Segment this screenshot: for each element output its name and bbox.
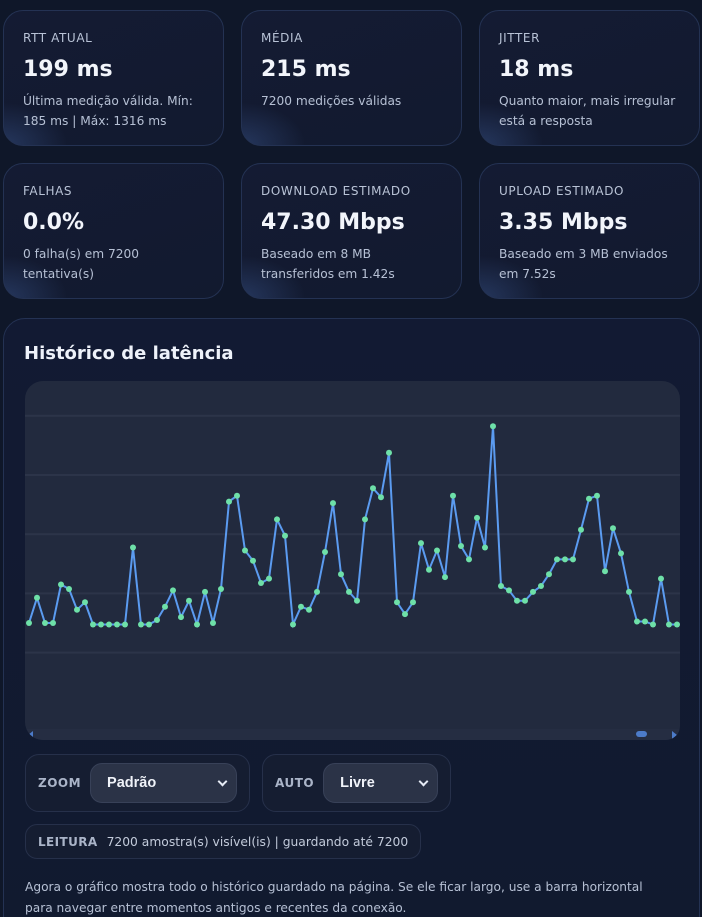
card-value: 199 ms xyxy=(23,57,113,82)
zoom-label: ZOOM xyxy=(38,776,82,790)
latency-chart[interactable] xyxy=(25,381,680,740)
stats-cards: RTT ATUAL 199 ms Última medição válida. … xyxy=(3,10,702,299)
card-value: 18 ms xyxy=(499,57,574,82)
card-label: DOWNLOAD ESTIMADO xyxy=(261,184,411,198)
card-label: FALHAS xyxy=(23,184,73,198)
card-value: 0.0% xyxy=(23,210,85,235)
auto-control: AUTO Livre xyxy=(262,754,452,812)
auto-select-value: Livre xyxy=(340,775,375,791)
latency-history-panel: Histórico de latência ZOOM Padrão AUTO L… xyxy=(3,318,700,917)
card-value: 215 ms xyxy=(261,57,351,82)
auto-label: AUTO xyxy=(275,776,315,790)
panel-title: Histórico de latência xyxy=(24,343,234,364)
scroll-left-arrow-icon[interactable] xyxy=(28,731,33,739)
card-jitter: JITTER 18 ms Quanto maior, mais irregula… xyxy=(479,10,700,146)
card-subtitle: 7200 medições válidas xyxy=(261,94,402,108)
card-value: 3.35 Mbps xyxy=(499,210,628,235)
scroll-right-arrow-icon[interactable] xyxy=(672,731,677,739)
card-label: MÉDIA xyxy=(261,31,303,45)
card-average: MÉDIA 215 ms 7200 medições válidas xyxy=(241,10,462,146)
card-failures: FALHAS 0.0% 0 falha(s) em 7200 tentativa… xyxy=(3,163,224,299)
auto-select[interactable]: Livre xyxy=(323,763,439,803)
chevron-down-icon xyxy=(218,779,226,787)
card-rtt-current: RTT ATUAL 199 ms Última medição válida. … xyxy=(3,10,224,146)
zoom-select-value: Padrão xyxy=(107,775,157,791)
chevron-down-icon xyxy=(419,779,427,787)
card-label: RTT ATUAL xyxy=(23,31,93,45)
card-download: DOWNLOAD ESTIMADO 47.30 Mbps Baseado em … xyxy=(241,163,462,299)
card-subtitle: Quanto maior, mais irregular está a resp… xyxy=(499,94,676,128)
scrollbar-thumb[interactable] xyxy=(636,731,647,737)
card-label: JITTER xyxy=(499,31,541,45)
chart-help-note: Agora o gráfico mostra todo o histórico … xyxy=(25,880,643,915)
latency-line-chart xyxy=(25,414,680,654)
reading-badge: LEITURA 7200 amostra(s) visível(is) | gu… xyxy=(25,824,422,859)
card-label: UPLOAD ESTIMADO xyxy=(499,184,625,198)
card-subtitle: 0 falha(s) em 7200 tentativa(s) xyxy=(23,247,139,281)
zoom-control: ZOOM Padrão xyxy=(25,754,251,812)
zoom-select[interactable]: Padrão xyxy=(90,763,238,803)
horizontal-scrollbar[interactable] xyxy=(25,729,680,740)
card-subtitle: Baseado em 3 MB enviados em 7.52s xyxy=(499,247,668,281)
reading-text: 7200 amostra(s) visível(is) | guardando … xyxy=(106,834,409,849)
card-value: 47.30 Mbps xyxy=(261,210,405,235)
card-upload: UPLOAD ESTIMADO 3.35 Mbps Baseado em 3 M… xyxy=(479,163,700,299)
reading-label: LEITURA xyxy=(38,834,98,849)
card-subtitle: Baseado em 8 MB transferidos em 1.42s xyxy=(261,247,395,281)
chart-controls: ZOOM Padrão AUTO Livre xyxy=(25,754,452,812)
card-subtitle: Última medição válida. Mín: 185 ms | Máx… xyxy=(23,94,193,128)
